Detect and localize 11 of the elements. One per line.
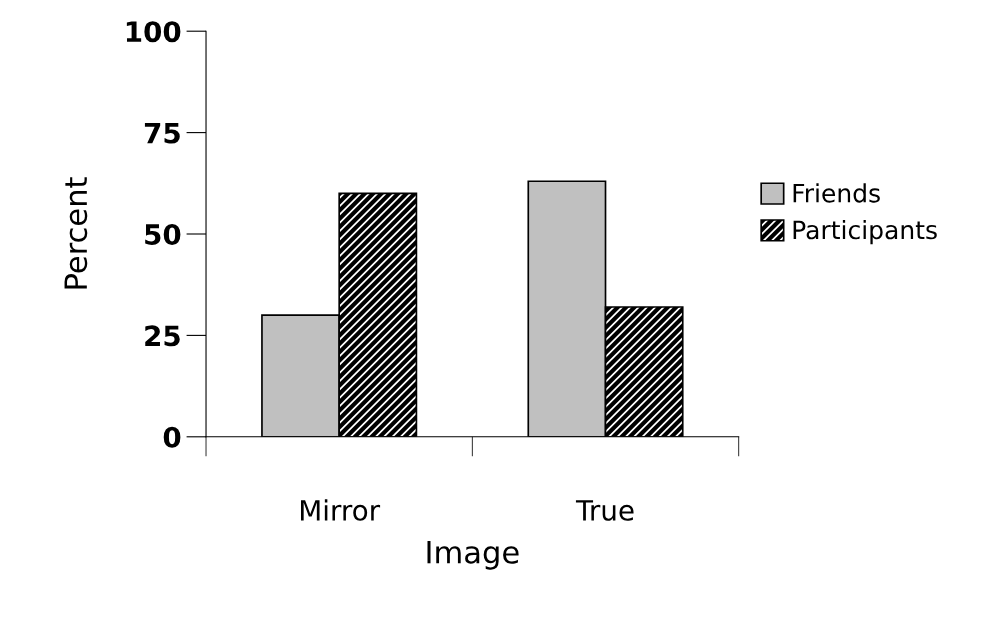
x-tick-label: True xyxy=(575,500,634,521)
legend-label: Participants xyxy=(793,219,937,245)
y-tick-label: 0 xyxy=(163,426,181,448)
legend-label: Friends xyxy=(793,183,880,203)
y-tick-label: 50 xyxy=(145,223,181,245)
x-axis-title: Image xyxy=(427,541,519,570)
y-tick-label: 100 xyxy=(126,21,181,43)
x-tick-label: Mirror xyxy=(301,499,381,521)
y-tick-label: 75 xyxy=(144,122,180,144)
y-axis-title: Percent xyxy=(64,177,88,289)
y-tick-label: 25 xyxy=(145,325,180,347)
